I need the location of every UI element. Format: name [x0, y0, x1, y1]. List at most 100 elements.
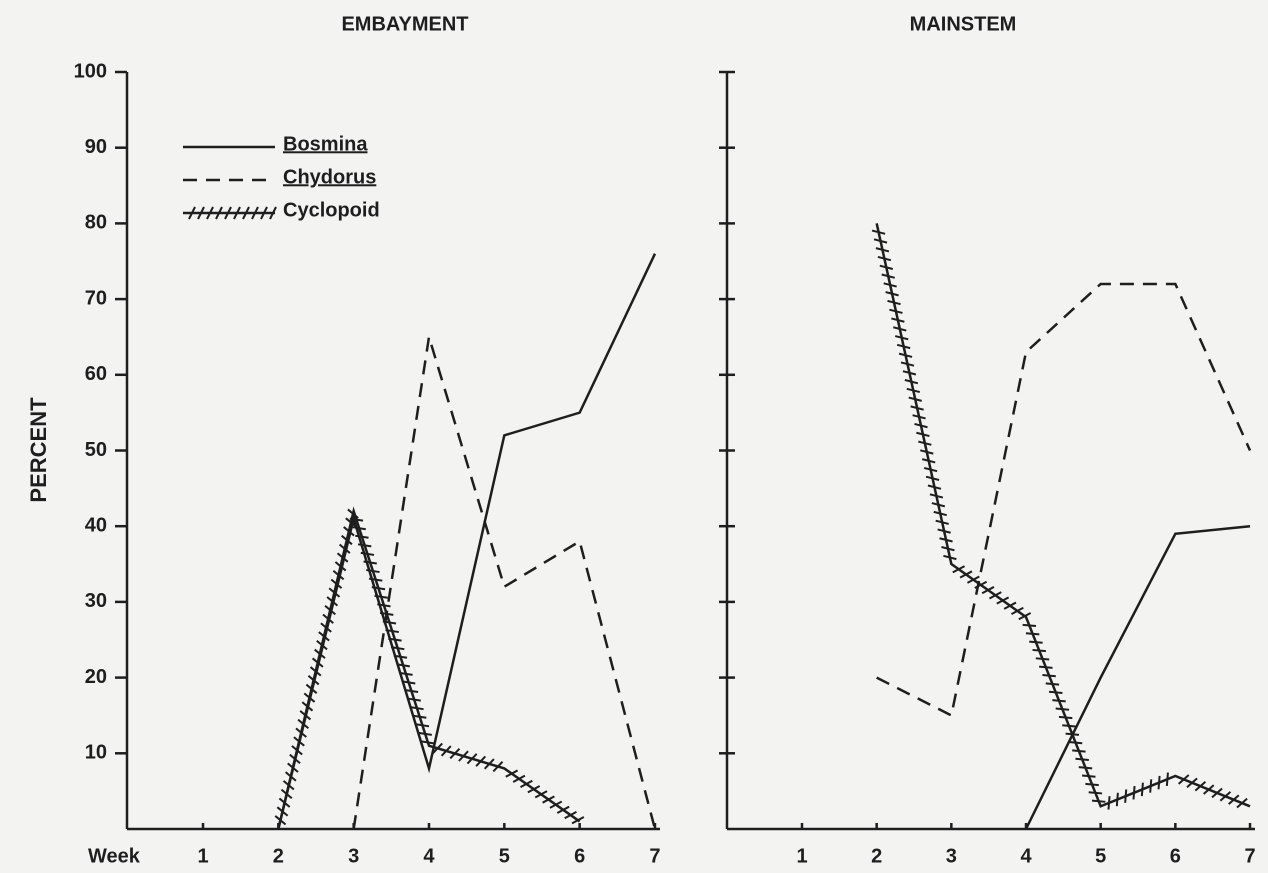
hatch	[941, 546, 955, 552]
panel-title: EMBAYMENT	[341, 13, 468, 35]
hatch	[197, 206, 205, 220]
hatch	[974, 580, 988, 589]
hatch	[336, 552, 349, 563]
hatch	[399, 671, 413, 676]
x-tick-label: 1	[796, 845, 807, 867]
hatch	[902, 370, 917, 376]
y-tick-label: 70	[85, 287, 107, 309]
hatch	[341, 534, 353, 546]
hatch	[900, 361, 915, 367]
y-tick-label: 10	[85, 742, 107, 764]
hatch	[393, 654, 408, 659]
hatch	[303, 692, 316, 703]
hatch	[475, 755, 487, 767]
hatch	[1062, 724, 1076, 728]
hatch	[885, 291, 899, 297]
y-tick-label: 80	[85, 212, 107, 234]
hatch	[929, 493, 944, 499]
hatch	[396, 663, 410, 668]
x-tick-label: 2	[273, 845, 284, 867]
hatch	[278, 797, 291, 808]
hatch	[379, 611, 394, 616]
hatch	[875, 247, 890, 253]
hatch	[388, 637, 402, 642]
y-tick-label: 60	[85, 363, 107, 385]
hatch	[188, 206, 196, 220]
hatch	[937, 528, 951, 534]
hatch	[1042, 674, 1056, 678]
y-tick-label: 100	[74, 60, 107, 82]
hatch	[1186, 777, 1198, 788]
hatch	[440, 745, 452, 757]
hatch	[1039, 665, 1053, 669]
hatch	[260, 206, 268, 220]
hatch	[871, 229, 886, 235]
hatch	[1149, 779, 1153, 793]
hatch	[556, 805, 570, 814]
hatch	[564, 810, 577, 820]
hatch	[215, 206, 223, 220]
hatch	[1045, 682, 1060, 686]
hatch	[873, 238, 888, 244]
hatch	[299, 710, 312, 721]
hatch	[287, 762, 299, 773]
hatch	[366, 569, 380, 574]
series-line	[277, 253, 657, 830]
hatch	[307, 675, 320, 686]
hatch	[418, 731, 432, 736]
panel-title: MAINSTEM	[910, 13, 1017, 35]
hatch	[301, 701, 314, 712]
series-line	[277, 506, 581, 830]
hatch	[291, 745, 303, 756]
hatch	[309, 666, 322, 677]
hatch	[407, 697, 421, 702]
hatch	[274, 815, 287, 826]
hatch	[914, 422, 928, 429]
hatch	[916, 431, 930, 438]
x-tick-label: 3	[946, 845, 957, 867]
hatch	[345, 517, 357, 528]
hatch	[1058, 715, 1073, 720]
hatch	[1236, 797, 1248, 809]
hatch	[898, 352, 913, 358]
hatch	[927, 484, 942, 490]
x-tick-label: 6	[1170, 845, 1181, 867]
x-tick-label: 7	[1244, 845, 1255, 867]
x-tick-label: 5	[1095, 845, 1106, 867]
hatch	[904, 379, 919, 385]
hatch	[280, 788, 293, 800]
hatch	[1115, 792, 1119, 807]
hatch	[233, 206, 241, 220]
hatch	[527, 785, 541, 794]
hatch	[390, 646, 405, 651]
hatch	[449, 747, 461, 760]
hatch	[1025, 632, 1040, 636]
hatch	[466, 753, 478, 765]
hatch	[360, 551, 375, 556]
hatch	[349, 517, 364, 522]
hatch	[1088, 791, 1103, 795]
hatch	[1107, 796, 1111, 810]
hatch	[1082, 774, 1096, 778]
hatch	[879, 264, 894, 270]
hatch	[1022, 623, 1037, 627]
hatch	[912, 414, 926, 420]
hatch	[939, 537, 953, 543]
hatch	[1085, 782, 1099, 787]
hatch	[410, 706, 424, 711]
hatch	[1228, 794, 1240, 805]
hatch	[1157, 775, 1161, 790]
hatch	[377, 603, 391, 608]
hatch	[318, 631, 330, 642]
hatch	[1132, 785, 1136, 800]
hatch	[891, 317, 905, 323]
hatch	[894, 335, 909, 341]
hatch	[316, 640, 328, 651]
hatch	[328, 587, 341, 598]
hatch	[276, 806, 289, 817]
hatch	[1065, 732, 1080, 736]
hatch	[921, 458, 936, 464]
hatch	[896, 343, 911, 350]
hatch	[357, 543, 372, 548]
